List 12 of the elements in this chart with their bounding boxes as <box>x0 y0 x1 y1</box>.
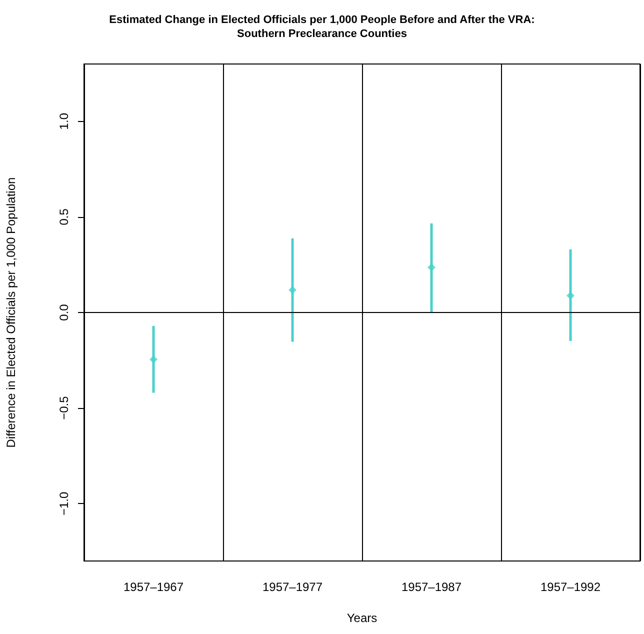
y-tick-label: 1.0 <box>57 112 71 130</box>
chart-title: Estimated Change in Elected Officials per 1,000 People Before and After the VRA: Southern Preclearance Counties <box>109 14 535 40</box>
y-tick-label: −0.5 <box>57 396 71 420</box>
x-axis-title: Years <box>346 611 378 625</box>
x-tick-label: 1957–1987 <box>401 580 462 594</box>
y-tick-label: 0.0 <box>57 304 71 321</box>
x-tick-label: 1957–1992 <box>540 580 601 594</box>
y-tick-label: 0.5 <box>57 208 71 226</box>
x-tick-label: 1957–1967 <box>123 580 184 594</box>
x-tick-label: 1957–1977 <box>262 580 323 594</box>
y-tick-label: −1.0 <box>57 491 71 516</box>
y-axis-title: Difference in Elected Officials per 1,000 Population <box>4 177 18 448</box>
